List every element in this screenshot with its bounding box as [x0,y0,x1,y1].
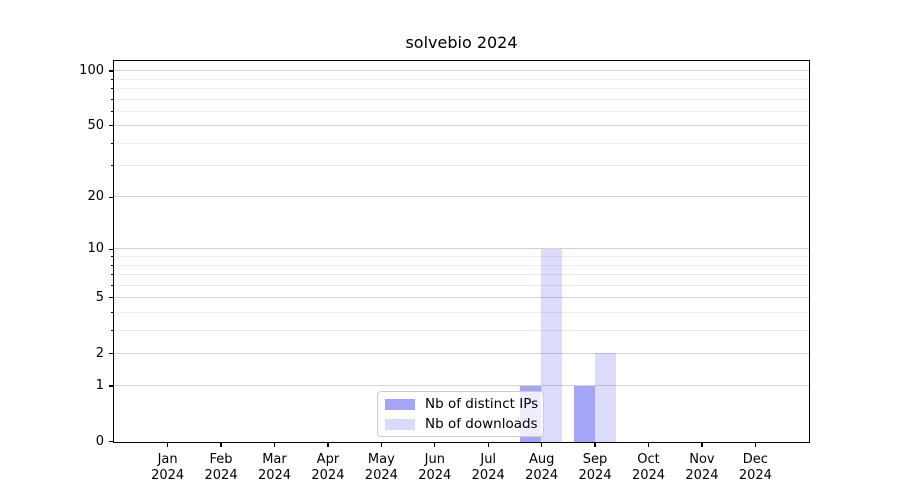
y-tick-5 [108,297,114,299]
x-tick-oct [647,442,650,448]
y-minortick-90 [110,78,114,80]
x-tick-mar [273,442,276,448]
y-tick-100 [108,70,114,72]
x-tick-apr [327,442,329,448]
x-tick-jun [434,442,436,448]
y-minortick-6 [110,284,114,286]
x-tick-label-jul: Jul 2024 [471,452,505,483]
x-tick-label-aug: Aug 2024 [525,452,559,483]
y-tick-20 [108,196,114,198]
legend-item-distinct-ips: Nb of distinct IPs [378,394,543,414]
x-tick-label-jan: Jan 2024 [151,452,185,483]
x-tick-label-dec: Dec 2024 [738,452,772,483]
bar-downloads-sep [594,353,616,442]
y-tick-label-10: 10 [87,241,104,257]
legend-swatch-distinct-ips [385,398,415,410]
gridline-minor-9 [114,256,809,258]
gridline-major-50 [114,125,809,127]
gridline-major-5 [114,297,809,299]
x-tick-label-mar: Mar 2024 [257,452,292,483]
y-minortick-40 [110,142,114,144]
gridline-minor-40 [114,142,809,144]
y-minortick-70 [110,98,114,100]
gridline-minor-8 [114,264,809,266]
x-tick-label-nov: Nov 2024 [685,452,719,483]
plot-area [113,60,810,443]
bar-distinct-ips-sep [573,385,595,442]
y-minortick-8 [110,264,114,266]
x-tick-may [380,442,382,448]
y-minortick-9 [110,256,114,258]
y-tick-label-1: 1 [95,378,104,394]
x-tick-dec [754,442,756,448]
y-tick-50 [108,125,114,127]
gridline-major-1 [114,385,809,387]
gridline-major-2 [114,352,809,354]
gridline-minor-3 [114,329,809,331]
y-tick-label-20: 20 [87,189,104,205]
x-tick-nov [701,442,703,448]
y-minortick-30 [110,165,114,167]
gridline-major-100 [114,70,809,72]
gridline-minor-7 [114,273,809,275]
y-tick-2 [108,352,114,355]
gridline-major-20 [114,196,809,198]
y-minortick-7 [110,274,114,276]
x-tick-label-jun: Jun 2024 [418,452,452,483]
gridline-minor-4 [114,311,809,313]
legend-label-distinct-ips: Nb of distinct IPs [425,396,539,412]
x-tick-label-sep: Sep 2024 [578,452,612,483]
y-minortick-60 [110,110,114,112]
gridline-minor-90 [114,78,809,80]
x-tick-feb [220,442,222,448]
legend-item-downloads: Nb of downloads [378,414,543,434]
x-tick-label-may: May 2024 [364,452,398,483]
legend: Nb of distinct IPs Nb of downloads [377,391,544,437]
chart-title: solvebio 2024 [405,33,518,52]
y-tick-10 [108,248,114,250]
y-tick-label-2: 2 [95,345,104,361]
gridline-major-10 [114,248,809,250]
y-tick-label-100: 100 [79,62,104,78]
legend-label-downloads: Nb of downloads [425,416,538,432]
gridline-minor-30 [114,165,809,167]
y-minortick-80 [110,88,114,90]
y-tick-label-50: 50 [87,117,104,133]
gridlines-layer [114,61,809,442]
y-tick-label-0: 0 [95,433,104,449]
gridline-minor-80 [114,87,809,89]
legend-swatch-downloads [385,418,415,430]
y-tick-1 [108,385,114,387]
x-tick-label-feb: Feb 2024 [204,452,238,483]
x-tick-aug [541,442,543,448]
y-minortick-4 [110,311,114,313]
gridline-minor-70 [114,98,809,100]
bars-layer [114,61,809,442]
y-tick-label-5: 5 [95,289,104,305]
gridline-minor-60 [114,110,809,112]
y-minortick-3 [110,329,114,331]
x-tick-jan [167,442,169,448]
x-tick-sep [594,442,596,448]
gridline-minor-6 [114,284,809,286]
x-tick-label-oct: Oct 2024 [631,452,666,483]
bar-downloads-aug [541,248,563,442]
x-tick-label-apr: Apr 2024 [311,452,345,483]
x-tick-jul [487,442,489,448]
y-tick-0 [108,441,114,443]
